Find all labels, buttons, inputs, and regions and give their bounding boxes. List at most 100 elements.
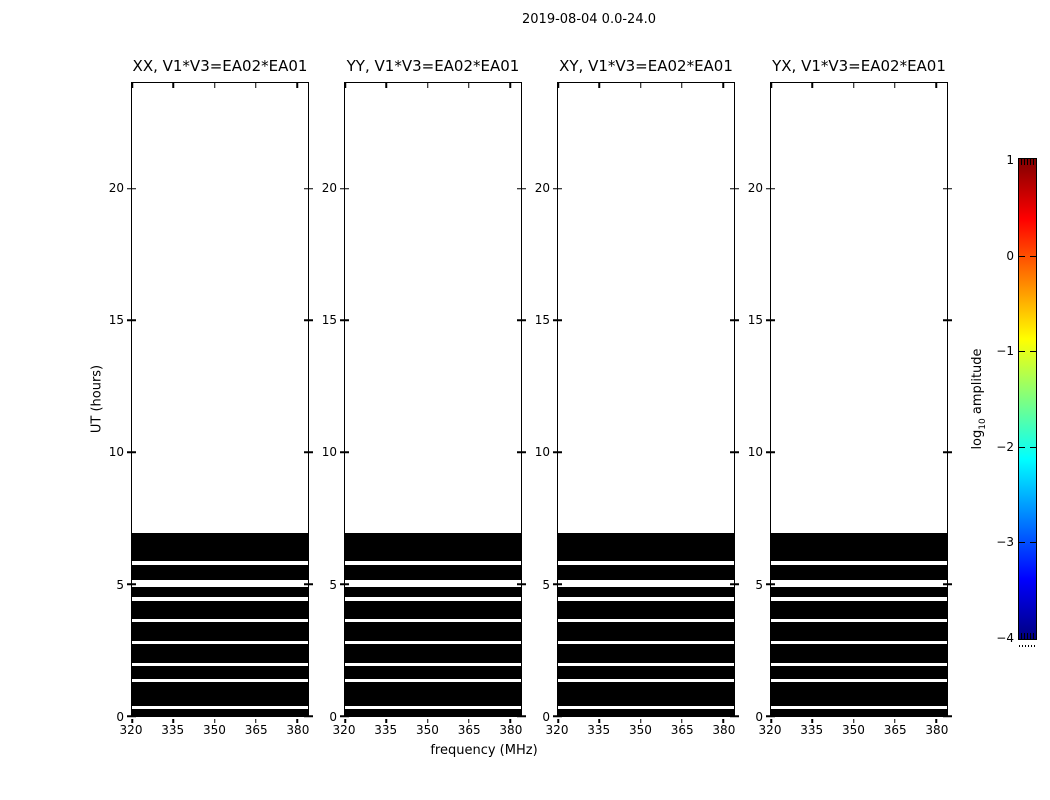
y-tick-label: 10 [747,445,763,460]
data-band [345,622,521,642]
x-tick-label: 365 [244,723,268,737]
subplot-1: XX, V1*V3=EA02*EA01 320 335 350 365 380 0 5 10 15… [109,57,313,737]
data-band [558,532,734,562]
y-major-tick-right [943,583,952,585]
y-tick-label: 5 [116,577,124,592]
x-tick-label: 320 [332,723,356,737]
x-major-tick-bottom [509,719,511,723]
x-major-tick-bottom [598,719,600,723]
x-major-tick-bottom [385,719,387,723]
data-band [558,644,734,664]
data-band [345,600,521,620]
x-major-tick-bottom [468,719,470,723]
colorbar-tick-mark-left [1019,446,1025,448]
y-major-tick-left [127,187,136,190]
plot-area [127,82,313,723]
y-major-tick-right [517,187,526,190]
x-major-tick-top [426,83,429,88]
x-major-tick-top [852,83,855,88]
y-tick-label: 15 [108,313,124,328]
x-major-tick-bottom [557,719,559,723]
data-band [771,586,947,598]
x-major-tick-top [509,83,511,88]
y-tick-label: 10 [534,445,550,460]
y-major-tick-left [766,715,775,717]
x-tick-label: 365 [457,723,481,737]
data-band [132,586,308,598]
data-band [771,622,947,642]
colorbar-tick-label: −2 [996,439,1014,454]
y-tick-label: 15 [534,313,550,328]
y-major-tick-left [340,319,349,322]
x-major-tick-bottom [344,719,346,723]
x-major-tick-top [722,83,724,88]
x-major-tick-bottom [426,719,429,723]
y-tick-label: 5 [329,577,337,592]
y-tick-label: 5 [542,577,550,592]
data-band [345,532,521,562]
data-band [558,622,734,642]
x-major-tick-bottom [894,719,896,723]
data-band [132,644,308,664]
data-band [132,564,308,581]
data-band [558,564,734,581]
data-band [345,682,521,706]
colorbar-label-subscript: 10 [977,418,988,430]
y-major-tick-left [340,451,349,453]
x-major-tick-bottom [639,719,642,723]
colorbar-bottom-hash-ticks [1021,633,1034,639]
plot-area [766,82,952,723]
x-major-tick-top [172,83,174,88]
subplot-title: XY, V1*V3=EA02*EA01 [559,57,733,75]
x-tick-label: 335 [161,723,185,737]
plot-area [340,82,526,723]
y-major-tick-left [766,583,775,585]
colorbar-gradient [1018,158,1037,640]
y-axis-label: UT (hours) [89,364,105,434]
y-tick-label: 5 [755,577,763,592]
x-major-tick-top [385,83,387,88]
colorbar-tick-mark-left [1019,255,1025,257]
x-major-tick-top [344,83,346,88]
colorbar-tick-label: −3 [996,535,1014,550]
y-major-tick-right [517,583,526,585]
data-band [132,708,308,716]
y-major-tick-left [127,451,136,453]
x-major-tick-top [811,83,813,88]
y-tick-label: 20 [108,180,124,195]
data-band [771,644,947,664]
data-band [771,600,947,620]
data-band [132,622,308,642]
y-tick-label: 10 [321,445,337,460]
colorbar-tick-mark-right [1030,255,1036,257]
plot-area [553,82,739,723]
x-tick-label: 335 [800,723,824,737]
y-major-tick-right [304,319,313,322]
subplot-4: YX, V1*V3=EA02*EA01 320 335 350 365 380 0 5 10 15… [748,57,952,737]
x-major-tick-bottom [681,719,683,723]
data-band [345,586,521,598]
colorbar-bottom-dots [1019,645,1037,647]
y-major-tick-right [943,715,952,717]
colorbar-tick-label: −4 [996,631,1014,645]
x-tick-label: 380 [286,723,310,737]
figure-title: 2019-08-04 0.0-24.0 [522,12,656,27]
data-band [558,666,734,680]
y-tick-label: 20 [534,180,550,195]
y-major-tick-left [340,187,349,190]
y-major-tick-left [553,715,562,717]
colorbar-tick-label: 1 [1006,153,1014,167]
y-major-tick-right [517,715,526,717]
x-major-tick-bottom [172,719,174,723]
data-band [558,586,734,598]
y-tick-label: 10 [108,445,124,460]
subplot-title: XX, V1*V3=EA02*EA01 [132,57,308,75]
x-tick-label: 335 [374,723,398,737]
data-band [132,682,308,706]
colorbar-tick-mark-right [1030,351,1036,353]
x-tick-label: 350 [841,723,865,737]
x-major-tick-top [296,83,298,88]
colorbar-label-suffix: amplitude [970,348,986,419]
colorbar-top-hash-ticks [1021,159,1034,165]
